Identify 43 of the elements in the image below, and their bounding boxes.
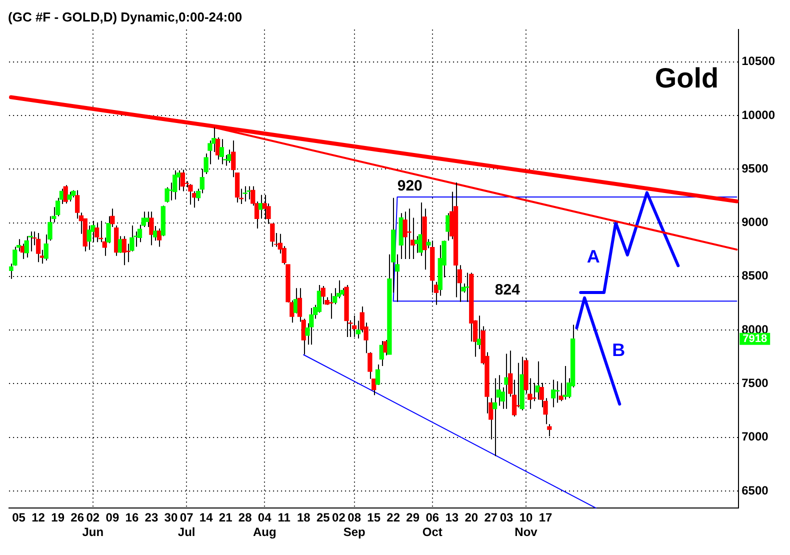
y-tick-label: 10000 <box>742 108 776 122</box>
x-tick-label: 05 <box>12 510 26 525</box>
annotation: 7918 <box>742 332 768 345</box>
x-tick-label: 12 <box>32 510 46 525</box>
x-tick-label: 14 <box>199 510 214 525</box>
x-tick-label: 06 Oct <box>422 510 442 540</box>
x-tick-label: 10 Nov <box>514 510 538 540</box>
x-tick-label: 17 <box>538 510 552 525</box>
y-tick-label: 9500 <box>742 161 769 176</box>
x-tick-label: 21 <box>218 510 233 525</box>
y-tick-label: 6500 <box>742 483 769 498</box>
x-tick-label: 23 <box>144 510 158 525</box>
x-tick-label: 04 Aug <box>252 510 276 540</box>
x-tick-label: 15 <box>367 510 381 525</box>
x-tick-label: 22 <box>386 510 400 525</box>
x-tick-label: 27 <box>484 510 498 525</box>
x-tick-label: 02 <box>332 510 346 525</box>
x-tick-label: 13 <box>445 510 459 525</box>
series-label: A <box>586 246 600 267</box>
x-tick-label: 26 <box>70 510 84 525</box>
x-tick-label: 20 <box>464 510 478 525</box>
x-tick-label: 11 <box>278 510 291 525</box>
x-tick-label: 19 <box>51 510 65 525</box>
y-tick-label: 10500 <box>742 54 776 68</box>
x-tick-label: 25 <box>316 510 330 525</box>
y-tick-label: 8500 <box>742 268 769 283</box>
annotation: 920 <box>397 178 422 195</box>
x-tick-label: 07 Jul <box>178 510 196 540</box>
annotation: 824 <box>494 282 521 299</box>
x-tick-label: 09 <box>106 510 120 525</box>
x-tick-label: 29 <box>406 510 420 525</box>
chart-title: (GC #F - GOLD,D) Dynamic,0:00-24:00 <box>8 9 242 24</box>
x-tick-label: 03 <box>500 510 514 525</box>
y-tick-label: 7000 <box>742 430 769 444</box>
x-tick-label: 02 Jun <box>82 510 104 540</box>
y-tick-label: 9000 <box>742 215 769 230</box>
y-tick-label: 7500 <box>742 376 769 390</box>
x-tick-label: 28 <box>238 510 252 525</box>
series-label: B <box>612 340 626 360</box>
x-tick-label: 18 <box>296 510 311 525</box>
x-tick-label: 30 <box>164 510 178 525</box>
annotation: Gold <box>654 62 719 94</box>
x-tick-label: 16 <box>125 510 139 525</box>
